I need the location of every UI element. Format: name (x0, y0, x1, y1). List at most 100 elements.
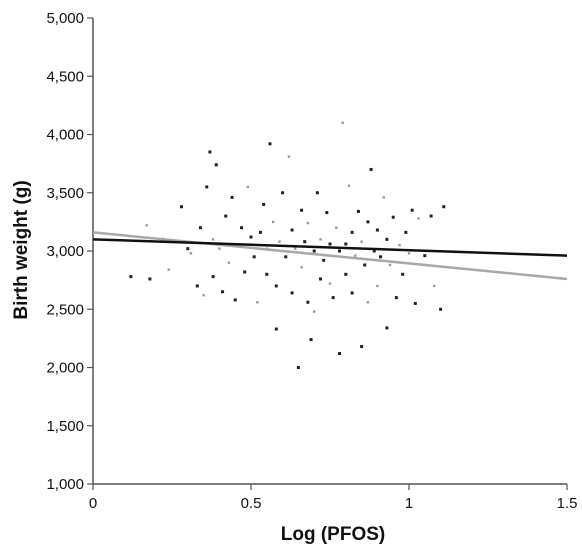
scatter-point (322, 258, 326, 262)
scatter-point (319, 238, 322, 241)
scatter-point (300, 266, 303, 269)
scatter-point (224, 214, 228, 218)
y-tick-label: 3,500 (46, 185, 84, 202)
y-tick-label: 4,500 (46, 68, 84, 85)
scatter-point (281, 191, 285, 195)
scatter-point (252, 255, 256, 259)
scatter-point (249, 235, 253, 239)
scatter-point (335, 226, 338, 229)
scatter-point (309, 338, 313, 342)
scatter-point (211, 275, 215, 279)
scatter-point (315, 191, 319, 195)
scatter-point (287, 155, 291, 158)
scatter-point (360, 240, 363, 243)
x-axis-title: Log (PFOS) (281, 524, 385, 545)
scatter-point (274, 327, 278, 331)
scatter-point (256, 301, 259, 304)
scatter-point (356, 209, 360, 213)
scatter-point (331, 296, 335, 300)
scatter-point (344, 242, 348, 246)
y-tick-label: 3,000 (46, 243, 84, 260)
scatter-point (407, 252, 411, 255)
scatter-point (328, 282, 332, 285)
scatter-point (268, 142, 272, 146)
regression-line-dark (92, 238, 568, 257)
scatter-point (284, 255, 288, 259)
y-tick-label: 5,000 (46, 10, 84, 27)
scatter-point (369, 167, 373, 171)
scatter-point (347, 184, 351, 187)
x-tick-label: 0.5 (241, 495, 262, 512)
y-axis-title: Birth weight (g) (11, 180, 32, 319)
scatter-point (439, 307, 443, 311)
scatter-point (325, 211, 329, 215)
scatter-point (341, 121, 344, 125)
scatter-point (363, 263, 367, 267)
scatter-point (246, 185, 250, 189)
scatter-point (313, 310, 316, 313)
x-tick-label: 1 (405, 495, 413, 512)
scatter-point (413, 301, 417, 305)
scatter-point (230, 195, 234, 199)
scatter-point (167, 268, 171, 271)
scatter-point (208, 150, 212, 154)
scatter-point (205, 185, 209, 189)
scatter-point (337, 352, 341, 356)
scatter-point (278, 240, 281, 243)
scatter-point (312, 249, 316, 253)
scatter-point (372, 249, 376, 253)
y-tick-label: 1,000 (46, 476, 84, 493)
plot-area (92, 18, 568, 485)
scatter-point (211, 238, 215, 241)
scatter-point (350, 291, 354, 295)
scatter-point (214, 163, 218, 167)
scatter-point (129, 275, 133, 279)
scatter-point (202, 294, 205, 297)
scatter-point (290, 291, 294, 295)
scatter-point (350, 230, 354, 234)
scatter-point (233, 298, 237, 302)
scatter-point (274, 284, 278, 288)
scatter-point (227, 261, 231, 264)
scatter-point (404, 230, 408, 234)
scatter-point (195, 284, 199, 288)
scatter-point (258, 230, 262, 234)
scatter-point (385, 237, 389, 241)
scatter-point (385, 326, 389, 330)
scatter-point (337, 249, 341, 253)
scatter-point (375, 228, 379, 232)
y-tick-label: 2,000 (46, 360, 84, 377)
scatter-point (262, 202, 266, 206)
scatter-point (354, 254, 357, 257)
scatter-point (391, 215, 395, 219)
scatter-point (398, 243, 401, 247)
y-tick-label: 2,500 (46, 301, 84, 318)
scatter-point (265, 272, 269, 276)
scatter-point (366, 301, 370, 304)
scatter-point (221, 290, 225, 294)
scatter-point (306, 221, 310, 225)
regression-line-light (92, 231, 568, 281)
scatter-point (328, 242, 332, 246)
y-tick-label: 1,500 (46, 418, 84, 435)
x-tick-label: 0 (89, 495, 97, 512)
scatter-point (186, 247, 190, 251)
scatter-point (290, 228, 294, 232)
scatter-point (388, 263, 392, 267)
scatter-point (271, 220, 275, 224)
scatter-point (303, 240, 307, 244)
scatter-point (360, 345, 364, 349)
x-tick-label: 1.5 (557, 495, 578, 512)
scatter-point (218, 247, 221, 250)
scatter-point (189, 252, 193, 255)
scatter-point (423, 254, 427, 258)
y-axis-ticks: 1,000 1,500 2,000 2,500 3,000 3,500 4,000 4,500… (46, 10, 93, 493)
scatter-point (376, 284, 379, 288)
scatter-point (433, 284, 436, 288)
x-axis-ticks: 0 0.5 1 1.5 (89, 484, 578, 512)
scatter-point (306, 300, 310, 304)
scatter-point (319, 277, 323, 281)
scatter-point (394, 296, 398, 300)
scatter-point (179, 205, 183, 209)
